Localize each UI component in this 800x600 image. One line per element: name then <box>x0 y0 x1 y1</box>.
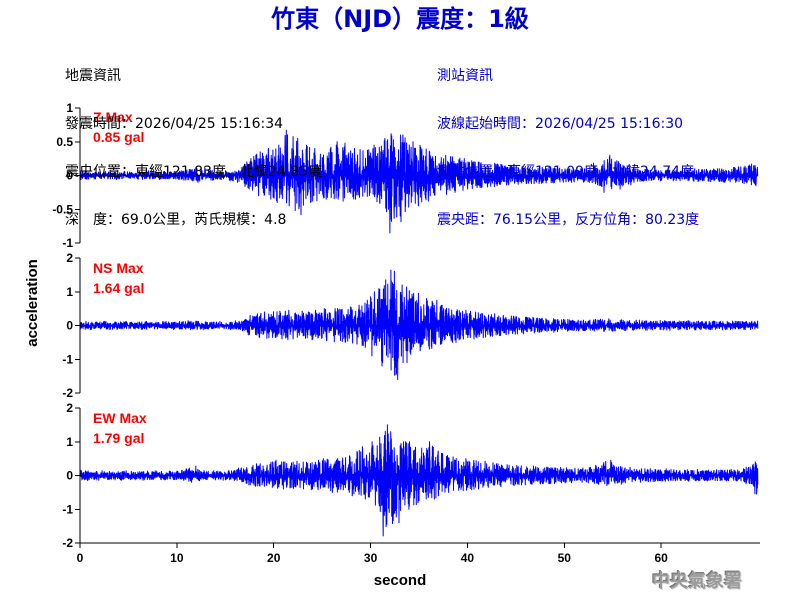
x-axis-label: second <box>374 572 427 589</box>
event-info-heading: 地震資訊 <box>65 68 121 84</box>
origin-time: 發震時間：2026/04/25 15:16:34 <box>65 116 284 132</box>
station-info-heading: 測站資訊 <box>437 68 493 84</box>
x-axis-group: 0 10 20 30 40 50 60 <box>77 542 760 565</box>
ew-y-tick-label: -2 <box>62 536 73 550</box>
x-tick-label: 30 <box>364 551 378 565</box>
x-tick-label: 0 <box>77 551 84 565</box>
ns-max-label: NS Max <box>93 260 144 276</box>
y-axis-label: acceleration <box>24 259 41 347</box>
station-location: 測站位置：東經121.09度，北緯24.74度 <box>437 164 695 180</box>
z-y-tick-label: 1 <box>66 101 73 115</box>
z-max-value: 0.85 gal <box>93 129 144 145</box>
ew-y-tick-label: 1 <box>66 435 73 449</box>
ns-y-tick-label: 0 <box>66 319 73 333</box>
ns-max-value: 1.64 gal <box>93 280 144 296</box>
z-y-tick-label: -1 <box>62 236 73 250</box>
z-max-label: Z Max <box>93 109 133 125</box>
x-tick-label: 50 <box>558 551 572 565</box>
station-info: 測站資訊 波線起始時間：2026/04/25 15:16:30 測站位置：東經1… <box>437 36 699 260</box>
ew-y-tick-label: 2 <box>66 401 73 415</box>
ns-y-tick-label: -2 <box>62 386 73 400</box>
ns-y-tick-label: 1 <box>66 285 73 299</box>
cwa-watermark: 中央氣象署 <box>652 571 742 592</box>
x-tick-label: 60 <box>654 551 668 565</box>
depth-magnitude: 深 度：69.0公里，芮氏規模：4.8 <box>65 212 287 228</box>
x-tick-label: 40 <box>461 551 475 565</box>
epicentral-distance: 震央距：76.15公里，反方位角：80.23度 <box>437 212 700 228</box>
z-y-tick-label: -0.5 <box>52 202 73 216</box>
event-info: 地震資訊 發震時間：2026/04/25 15:16:34 震央位置：東經121… <box>65 36 322 260</box>
ns-y-tick-label: -1 <box>62 352 73 366</box>
ew-y-tick-label: 0 <box>66 469 73 483</box>
z-y-tick-label: 0 <box>66 169 73 183</box>
chart-title: 竹東（NJD）震度：1級 <box>271 5 529 33</box>
z-panel: 1 0.5 0 -0.5 -1 <box>52 101 759 250</box>
z-y-tick-label: 0.5 <box>56 135 73 149</box>
waveform-start-time: 波線起始時間：2026/04/25 15:16:30 <box>437 116 684 132</box>
z-waveform <box>79 129 759 234</box>
epicenter-location: 震央位置：東經121.83度，北緯24.85度 <box>65 164 323 180</box>
ew-max-value: 1.79 gal <box>93 430 144 446</box>
ew-max-label: EW Max <box>93 410 147 426</box>
x-tick-label: 20 <box>267 551 281 565</box>
ns-waveform <box>79 269 759 380</box>
ew-panel: 2 1 0 -1 -2 <box>62 401 759 550</box>
ns-y-tick-label: 2 <box>66 251 73 265</box>
ew-waveform <box>79 424 759 537</box>
ns-panel: 2 1 0 -1 -2 <box>62 251 759 400</box>
x-tick-label: 10 <box>170 551 184 565</box>
ew-y-tick-label: -1 <box>62 502 73 516</box>
